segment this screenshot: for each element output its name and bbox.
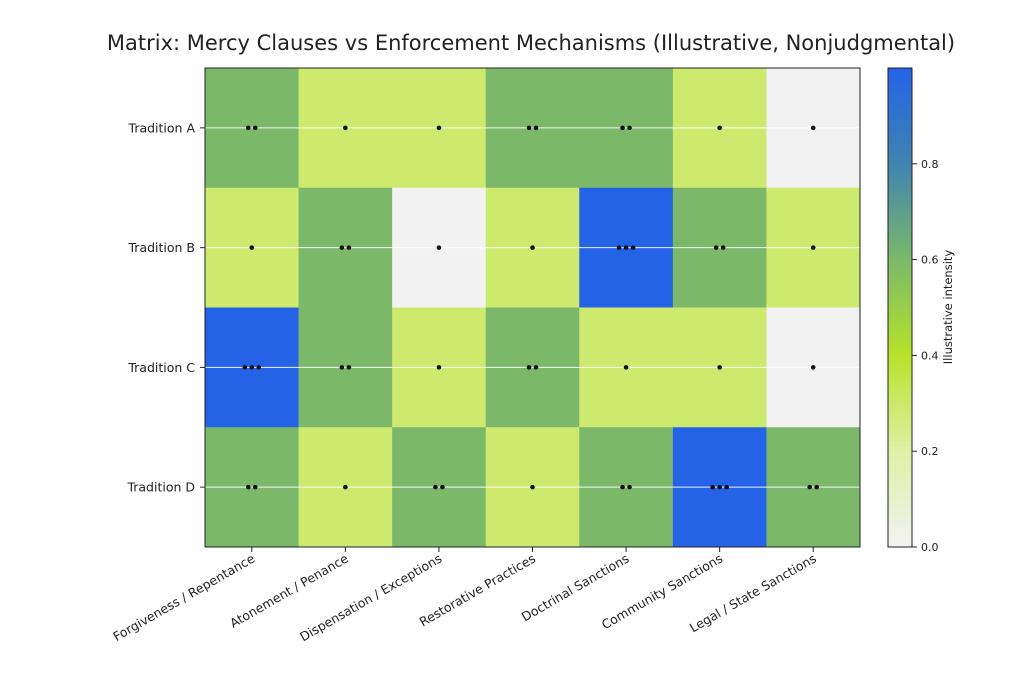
cell-dot [343,125,348,131]
cell-dot [724,484,729,490]
y-tick-label: Tradition A [128,120,196,135]
y-tick-label: Tradition D [126,480,195,495]
colorbar: 0.0 0.2 0.4 0.6 0.8 Illustrative intensity [887,67,955,554]
cell-dot [616,245,622,250]
colorbar-gradient [887,67,913,548]
colorbar-tick-label: 0.2 [921,445,939,458]
cell-dot [252,484,258,490]
cell-dot [343,484,348,490]
cell-dot [627,484,632,490]
cell-dot [717,484,722,490]
y-tick-label: Tradition C [127,360,195,375]
cell-dot [339,365,345,370]
cell-dot [713,245,719,250]
cell-dot [623,365,629,370]
cell-dot [526,365,532,370]
cell-dot [807,484,813,490]
cell-dot [346,365,352,370]
cell-dot [242,365,248,370]
cell-dot [433,484,438,490]
y-tick-label: Tradition B [128,240,196,255]
cell-dots [242,125,820,490]
cell-dot [252,125,258,131]
cell-dot [436,125,442,131]
colorbar-tick-label: 0.6 [921,254,939,267]
cell-dot [533,365,539,370]
cell-dot [436,245,442,250]
cell-dot [717,125,722,131]
cell-dot [526,125,532,131]
colorbar-ticks: 0.0 0.2 0.4 0.6 0.8 [912,158,939,554]
cell-dot [436,365,442,370]
cell-dot [440,484,445,490]
cell-dot [720,245,726,250]
colorbar-tick-label: 0.0 [921,541,939,554]
colorbar-label: Illustrative intensity [941,250,955,365]
cell-dot [530,245,535,250]
cell-dot [630,245,636,250]
cell-dot [623,245,629,250]
colorbar-tick-label: 0.8 [921,158,939,171]
cell-dot [256,365,262,370]
colorbar-tick-label: 0.4 [921,349,939,362]
chart-title: Matrix: Mercy Clauses vs Enforcement Mec… [107,31,955,55]
cell-dot [627,125,632,131]
cell-dot [245,125,251,131]
cell-dot [814,484,820,490]
cell-dot [810,125,816,131]
cell-dot [717,365,722,370]
cell-dot [710,484,715,490]
cell-dot [533,125,539,131]
cell-dot [620,484,625,490]
cell-dot [339,245,345,250]
cell-dot [249,365,255,370]
y-axis: Tradition A Tradition B Tradition C Traditi… [126,120,205,495]
cell-dot [346,245,352,250]
cell-dot [249,245,255,250]
cell-dot [530,484,535,490]
cell-dot [620,125,625,131]
cell-dot [810,365,816,370]
cell-dot [245,484,251,490]
heatmap-cells [205,68,861,548]
cell-dot [810,245,816,250]
